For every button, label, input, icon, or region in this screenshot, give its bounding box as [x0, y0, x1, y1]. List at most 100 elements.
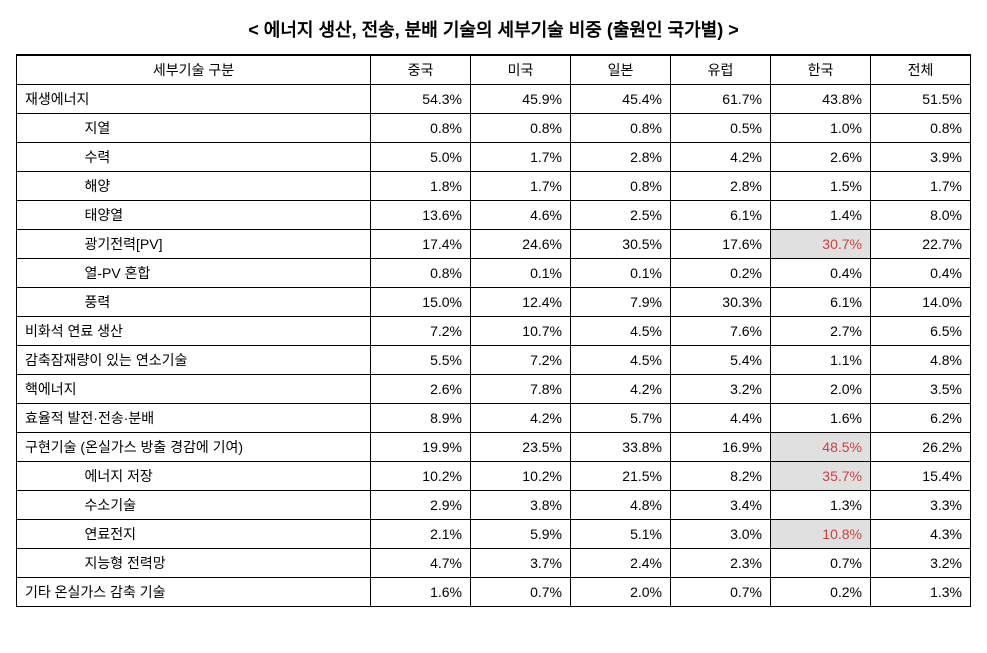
table-row: 풍력15.0%12.4%7.9%30.3%6.1%14.0%	[17, 288, 971, 317]
table-cell: 0.1%	[471, 259, 571, 288]
table-cell: 1.5%	[771, 172, 871, 201]
table-cell: 30.5%	[571, 230, 671, 259]
indent-cell	[17, 549, 77, 578]
row-label: 광기전력[PV]	[77, 230, 371, 259]
table-cell: 54.3%	[371, 85, 471, 114]
data-table: 세부기술 구분 중국 미국 일본 유럽 한국 전체 재생에너지54.3%45.9…	[16, 54, 971, 607]
table-row: 태양열13.6%4.6%2.5%6.1%1.4%8.0%	[17, 201, 971, 230]
table-row: 열-PV 혼합0.8%0.1%0.1%0.2%0.4%0.4%	[17, 259, 971, 288]
table-cell: 0.1%	[571, 259, 671, 288]
row-label: 풍력	[77, 288, 371, 317]
table-cell: 0.8%	[371, 114, 471, 143]
table-cell: 15.4%	[871, 462, 971, 491]
table-cell: 0.7%	[471, 578, 571, 607]
table-cell: 0.8%	[571, 114, 671, 143]
table-cell: 1.7%	[471, 143, 571, 172]
table-cell: 5.7%	[571, 404, 671, 433]
table-cell: 2.8%	[571, 143, 671, 172]
table-cell: 10.8%	[771, 520, 871, 549]
row-label: 연료전지	[77, 520, 371, 549]
table-cell: 1.1%	[771, 346, 871, 375]
table-cell: 1.8%	[371, 172, 471, 201]
indent-cell	[17, 462, 77, 491]
col-header-china: 중국	[371, 55, 471, 85]
table-cell: 8.2%	[671, 462, 771, 491]
table-cell: 10.2%	[371, 462, 471, 491]
table-cell: 6.1%	[671, 201, 771, 230]
table-cell: 0.2%	[671, 259, 771, 288]
table-row: 수소기술2.9%3.8%4.8%3.4%1.3%3.3%	[17, 491, 971, 520]
table-cell: 17.4%	[371, 230, 471, 259]
table-cell: 33.8%	[571, 433, 671, 462]
table-cell: 2.0%	[771, 375, 871, 404]
table-cell: 1.7%	[871, 172, 971, 201]
table-cell: 51.5%	[871, 85, 971, 114]
col-header-korea: 한국	[771, 55, 871, 85]
table-cell: 2.5%	[571, 201, 671, 230]
indent-cell	[17, 230, 77, 259]
row-label: 감축잠재량이 있는 연소기술	[17, 346, 371, 375]
row-label: 구현기술 (온실가스 방출 경감에 기여)	[17, 433, 371, 462]
table-cell: 6.5%	[871, 317, 971, 346]
col-header-total: 전체	[871, 55, 971, 85]
table-cell: 2.6%	[371, 375, 471, 404]
table-cell: 1.6%	[371, 578, 471, 607]
table-row: 핵에너지2.6%7.8%4.2%3.2%2.0%3.5%	[17, 375, 971, 404]
table-row: 지능형 전력망4.7%3.7%2.4%2.3%0.7%3.2%	[17, 549, 971, 578]
table-cell: 8.0%	[871, 201, 971, 230]
table-cell: 19.9%	[371, 433, 471, 462]
table-cell: 8.9%	[371, 404, 471, 433]
table-body: 재생에너지54.3%45.9%45.4%61.7%43.8%51.5%지열0.8…	[17, 85, 971, 607]
table-cell: 48.5%	[771, 433, 871, 462]
table-cell: 3.5%	[871, 375, 971, 404]
table-cell: 4.2%	[671, 143, 771, 172]
table-cell: 2.0%	[571, 578, 671, 607]
table-row: 재생에너지54.3%45.9%45.4%61.7%43.8%51.5%	[17, 85, 971, 114]
table-row: 지열0.8%0.8%0.8%0.5%1.0%0.8%	[17, 114, 971, 143]
table-cell: 0.4%	[771, 259, 871, 288]
table-cell: 1.7%	[471, 172, 571, 201]
indent-cell	[17, 259, 77, 288]
table-cell: 4.3%	[871, 520, 971, 549]
table-cell: 23.5%	[471, 433, 571, 462]
row-label: 기타 온실가스 감축 기술	[17, 578, 371, 607]
table-cell: 0.8%	[371, 259, 471, 288]
table-cell: 3.9%	[871, 143, 971, 172]
table-cell: 0.7%	[771, 549, 871, 578]
table-cell: 43.8%	[771, 85, 871, 114]
table-cell: 14.0%	[871, 288, 971, 317]
table-cell: 35.7%	[771, 462, 871, 491]
col-header-usa: 미국	[471, 55, 571, 85]
row-label: 수력	[77, 143, 371, 172]
table-cell: 4.5%	[571, 346, 671, 375]
table-cell: 1.3%	[771, 491, 871, 520]
table-cell: 7.8%	[471, 375, 571, 404]
table-cell: 0.2%	[771, 578, 871, 607]
table-cell: 5.0%	[371, 143, 471, 172]
table-cell: 0.7%	[671, 578, 771, 607]
table-cell: 0.8%	[571, 172, 671, 201]
table-cell: 5.1%	[571, 520, 671, 549]
col-header-japan: 일본	[571, 55, 671, 85]
table-cell: 30.7%	[771, 230, 871, 259]
table-cell: 1.4%	[771, 201, 871, 230]
col-header-category: 세부기술 구분	[17, 55, 371, 85]
row-label: 열-PV 혼합	[77, 259, 371, 288]
table-cell: 10.2%	[471, 462, 571, 491]
table-cell: 1.3%	[871, 578, 971, 607]
table-row: 광기전력[PV]17.4%24.6%30.5%17.6%30.7%22.7%	[17, 230, 971, 259]
header-row: 세부기술 구분 중국 미국 일본 유럽 한국 전체	[17, 55, 971, 85]
table-cell: 4.6%	[471, 201, 571, 230]
row-label: 비화석 연료 생산	[17, 317, 371, 346]
table-cell: 2.6%	[771, 143, 871, 172]
indent-cell	[17, 491, 77, 520]
indent-cell	[17, 288, 77, 317]
table-row: 구현기술 (온실가스 방출 경감에 기여)19.9%23.5%33.8%16.9…	[17, 433, 971, 462]
table-row: 비화석 연료 생산7.2%10.7%4.5%7.6%2.7%6.5%	[17, 317, 971, 346]
table-cell: 30.3%	[671, 288, 771, 317]
table-row: 에너지 저장10.2%10.2%21.5%8.2%35.7%15.4%	[17, 462, 971, 491]
table-cell: 16.9%	[671, 433, 771, 462]
table-cell: 45.4%	[571, 85, 671, 114]
table-cell: 5.4%	[671, 346, 771, 375]
table-cell: 1.6%	[771, 404, 871, 433]
